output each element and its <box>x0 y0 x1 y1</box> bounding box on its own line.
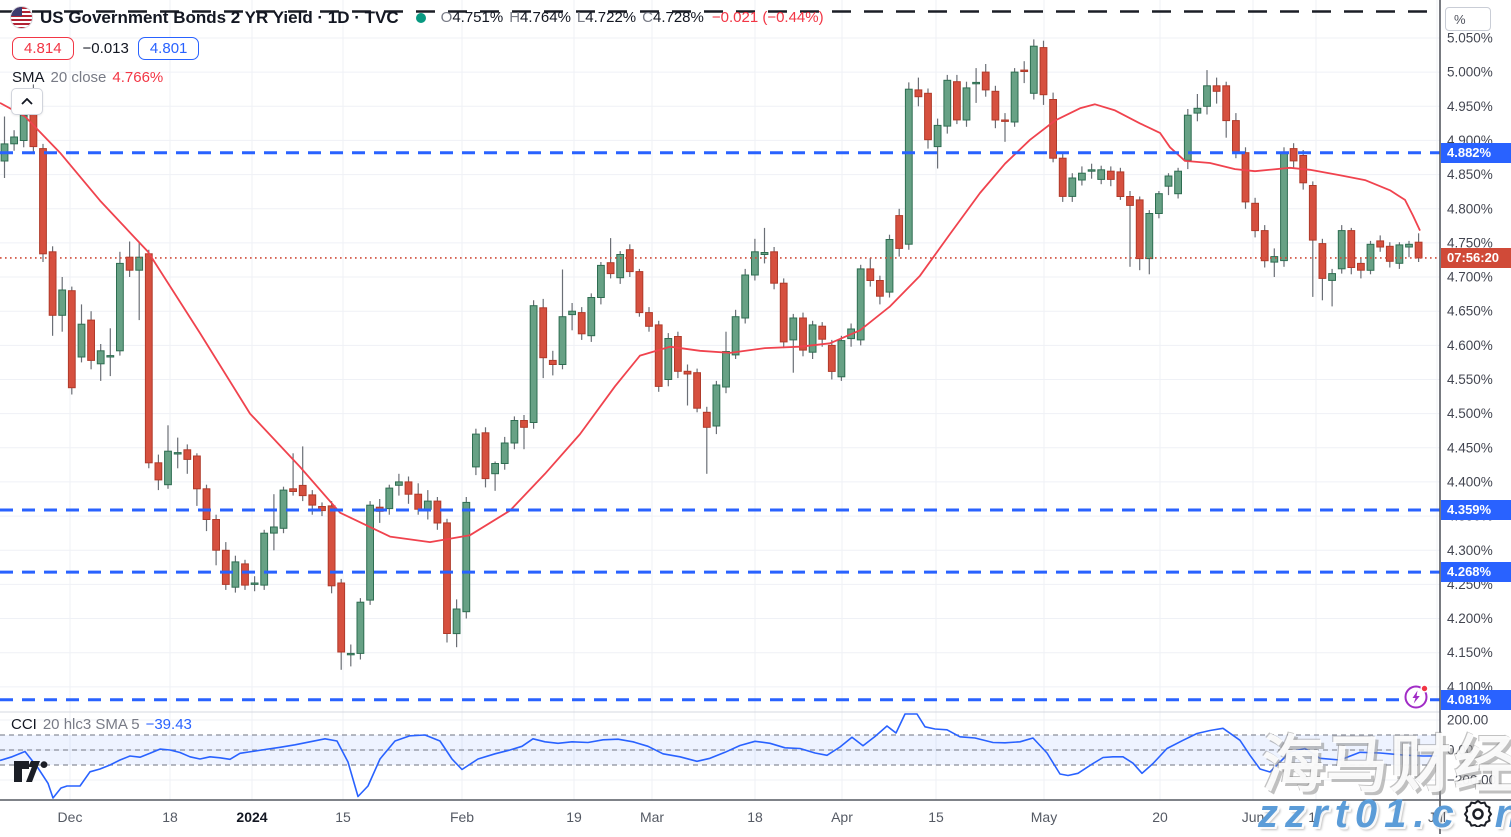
tradingview-logo[interactable] <box>13 760 49 791</box>
time-tick-label: 20 <box>1152 809 1168 825</box>
price-tick-label: 4.750% <box>1447 235 1493 250</box>
cci-name: CCI <box>11 716 37 733</box>
time-tick-label: Mar <box>640 809 664 825</box>
time-tick-label: 18 <box>162 809 178 825</box>
time-tick-label: 15 <box>928 809 944 825</box>
price-scale-unit-button[interactable]: % <box>1445 7 1491 31</box>
price-level-axis-label[interactable]: 4.081% <box>1441 690 1511 710</box>
time-tick-label: 17 <box>1308 809 1324 825</box>
price-tick-label: 4.850% <box>1447 167 1493 182</box>
sma-name: SMA <box>12 69 45 86</box>
price-tick-label: 4.200% <box>1447 611 1493 626</box>
change-value: −0.021 (−0.44%) <box>711 9 824 26</box>
symbol-title[interactable]: US Government Bonds 2 YR Yield · 1D · TV… <box>40 7 399 27</box>
price-tick-label: 4.650% <box>1447 304 1493 319</box>
price-tick-label: 4.450% <box>1447 440 1493 455</box>
candlestick-series <box>0 39 1423 670</box>
chevron-up-icon <box>21 98 33 105</box>
price-level-axis-label[interactable]: 4.268% <box>1441 562 1511 582</box>
us-flag-icon <box>10 6 33 29</box>
price-tick-label: 4.700% <box>1447 270 1493 285</box>
cci-band <box>0 734 1440 766</box>
time-tick-label: 18 <box>747 809 763 825</box>
time-tick-label: Feb <box>450 809 474 825</box>
cci-axis[interactable]: 200.00 0.00 −200.00 <box>1447 713 1496 788</box>
price-tick-label: 4.600% <box>1447 338 1493 353</box>
time-axis[interactable]: Dec 18 2024 15 Feb 19 Mar 18 Apr 15 May 20 Jun 17 Jul <box>58 809 1446 825</box>
spread-value: −0.013 <box>82 40 129 57</box>
time-tick-label: Jul <box>1428 809 1446 825</box>
cci-tick-label: 200.00 <box>1447 713 1488 728</box>
price-tick-label: 4.800% <box>1447 201 1493 216</box>
sma20-line <box>0 102 1421 543</box>
sma-value: 4.766% <box>112 69 164 86</box>
time-tick-label: 19 <box>566 809 582 825</box>
time-tick-label: Jun <box>1242 809 1265 825</box>
cci-params: 20 hlc3 SMA 5 <box>42 716 140 733</box>
price-level-axis-label[interactable]: 4.882% <box>1441 143 1511 163</box>
time-tick-label: 15 <box>335 809 351 825</box>
alert-lightning-icon <box>1404 684 1429 709</box>
ohlc-values: O4.751% H4.764% L4.722% C4.728% −0.021 (… <box>441 9 824 26</box>
price-tick-label: 5.000% <box>1447 65 1493 80</box>
close-label: C <box>642 9 653 26</box>
sma-legend-row[interactable]: SMA 20 close 4.766% <box>12 69 824 86</box>
price-level-lines[interactable] <box>0 151 1440 702</box>
buy-price-button[interactable]: 4.801 <box>137 37 200 60</box>
cci-tick-label: 0.00 <box>1447 743 1473 758</box>
cci-tick-label: −200.00 <box>1447 773 1496 788</box>
grid <box>0 0 1440 800</box>
price-tick-label: 4.150% <box>1447 645 1493 660</box>
price-level-axis-label[interactable]: 4.359% <box>1441 500 1511 520</box>
cci-line <box>0 713 1438 799</box>
time-tick-label: 2024 <box>236 809 267 825</box>
price-tick-label: 4.400% <box>1447 474 1493 489</box>
price-tick-label: 5.050% <box>1447 31 1493 46</box>
time-tick-label: Apr <box>831 809 853 825</box>
high-value: 4.764% <box>520 9 571 26</box>
tradingview-logo-icon <box>14 761 48 782</box>
sell-price-button[interactable]: 4.814 <box>12 37 74 60</box>
price-tick-label: 4.950% <box>1447 99 1493 114</box>
market-status-icon[interactable] <box>415 12 426 23</box>
high-label: H <box>509 9 521 26</box>
open-value: 4.751% <box>452 9 504 26</box>
cci-value: −39.43 <box>145 716 192 733</box>
price-tick-label: 4.300% <box>1447 543 1493 558</box>
alert-icon[interactable] <box>1403 682 1433 715</box>
symbol-title-row: US Government Bonds 2 YR Yield · 1D · TV… <box>10 6 824 29</box>
bid-ask-row: 4.814 −0.013 4.801 <box>12 37 824 60</box>
open-label: O <box>440 9 453 26</box>
symbol-header: US Government Bonds 2 YR Yield · 1D · TV… <box>10 6 824 86</box>
cci-legend-row[interactable]: CCI 20 hlc3 SMA 5 −39.43 <box>11 716 192 733</box>
low-value: 4.722% <box>585 9 637 26</box>
collapse-pane-button[interactable] <box>11 88 43 115</box>
time-tick-label: May <box>1031 809 1057 825</box>
sma-params: 20 close <box>50 69 107 86</box>
bar-countdown-label[interactable]: 07:56:20 <box>1441 248 1511 268</box>
close-value: 4.728% <box>652 9 704 26</box>
price-tick-label: 4.550% <box>1447 372 1493 387</box>
time-tick-label: Dec <box>58 809 83 825</box>
low-label: L <box>576 9 586 26</box>
price-tick-label: 4.500% <box>1447 406 1493 421</box>
